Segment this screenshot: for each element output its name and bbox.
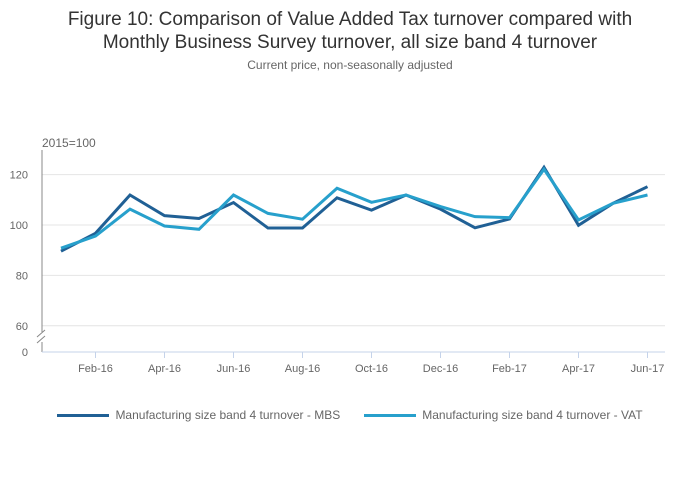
y-tick-label-zero: 0 [22, 347, 28, 359]
x-tick-label: Apr-17 [562, 363, 595, 375]
chart-title: Figure 10: Comparison of Value Added Tax… [0, 8, 700, 54]
x-tick-label: Aug-16 [285, 363, 320, 375]
y-tick-label: 100 [10, 220, 28, 232]
series-line-vat [60, 166, 648, 250]
x-tick-label: Apr-16 [148, 363, 181, 375]
line-chart: 2015=100 60 80 100 120 0 Feb-16 Apr-16 Jun-16 Au… [10, 136, 665, 375]
title-line-2: Monthly Business Survey turnover, all si… [102, 32, 598, 53]
legend-swatch-vat [364, 413, 417, 417]
title-line-1: Figure 10: Comparison of Value Added Tax… [67, 9, 633, 30]
x-tick-label: Oct-16 [355, 363, 388, 375]
y-tick-label: 80 [16, 270, 28, 282]
legend: Manufacturing size band 4 turnover - MBS… [0, 408, 700, 422]
y-tick-label: 60 [16, 321, 28, 333]
chart-subtitle: Current price, non-seasonally adjusted [247, 58, 453, 72]
y-axis-label: 2015=100 [42, 136, 96, 150]
x-tick-label: Dec-16 [423, 363, 458, 375]
x-tick-label: Jun-16 [217, 363, 251, 375]
x-tick-label: Jun-17 [631, 363, 665, 375]
axis-break-icon [36, 329, 46, 344]
legend-label-mbs: Manufacturing size band 4 turnover - MBS [115, 408, 341, 422]
series-line-mbs [60, 164, 649, 253]
legend-swatch-mbs [57, 413, 110, 417]
legend-item-mbs[interactable]: Manufacturing size band 4 turnover - MBS [57, 408, 340, 422]
y-tick-label: 120 [10, 170, 28, 182]
legend-item-vat[interactable]: Manufacturing size band 4 turnover - VAT [364, 408, 643, 422]
x-tick-label: Feb-17 [492, 363, 527, 375]
legend-label-vat: Manufacturing size band 4 turnover - VAT [422, 408, 643, 422]
x-tick-label: Feb-16 [78, 363, 113, 375]
